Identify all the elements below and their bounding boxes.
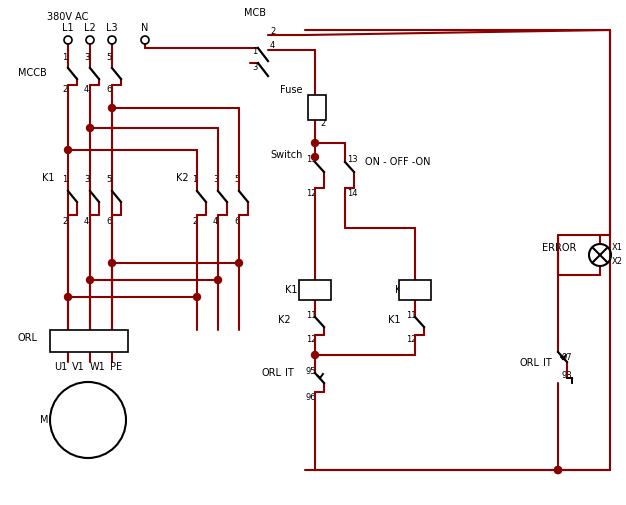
Text: K2: K2 [395, 285, 408, 295]
Text: 5: 5 [106, 176, 111, 184]
Text: 12: 12 [306, 335, 317, 344]
Text: 13: 13 [347, 156, 357, 165]
Text: 4: 4 [84, 218, 90, 227]
Circle shape [312, 154, 319, 161]
Text: K2: K2 [176, 173, 188, 183]
Text: ORL: ORL [18, 333, 38, 343]
Circle shape [86, 277, 93, 283]
Text: 4: 4 [270, 41, 275, 51]
Circle shape [108, 105, 116, 112]
Text: L3: L3 [106, 23, 118, 33]
Text: 380V AC: 380V AC [47, 12, 88, 22]
Text: W1: W1 [90, 362, 106, 372]
Text: 5: 5 [108, 330, 113, 339]
Text: 5: 5 [234, 176, 239, 184]
Circle shape [86, 125, 93, 131]
Text: 6: 6 [234, 218, 239, 227]
Text: 98: 98 [562, 371, 573, 379]
Text: K1: K1 [285, 285, 297, 295]
Text: X1: X1 [612, 243, 623, 252]
Text: L2: L2 [84, 23, 96, 33]
Text: IT: IT [543, 358, 552, 368]
Text: 3~: 3~ [80, 422, 96, 432]
Circle shape [108, 260, 116, 267]
Text: 95: 95 [306, 367, 317, 376]
Text: Switch: Switch [270, 150, 302, 160]
Text: 2: 2 [62, 218, 67, 227]
Circle shape [215, 277, 222, 283]
Text: 2: 2 [320, 119, 326, 127]
Text: 3: 3 [252, 63, 257, 72]
Text: K1: K1 [42, 173, 54, 183]
Text: A2: A2 [409, 293, 421, 302]
Text: PE: PE [110, 362, 122, 372]
Bar [399, 280, 431, 300]
Text: 1: 1 [320, 94, 326, 104]
Text: A2: A2 [309, 293, 321, 302]
Text: 11: 11 [306, 156, 317, 165]
Circle shape [235, 260, 242, 267]
Text: 2: 2 [62, 85, 67, 94]
Text: V1: V1 [72, 362, 85, 372]
Text: 11: 11 [406, 311, 416, 320]
Text: MOTOR: MOTOR [40, 415, 76, 425]
Text: 2: 2 [270, 26, 275, 35]
Bar [50, 330, 128, 352]
Text: 12: 12 [406, 335, 416, 344]
Text: 4: 4 [213, 218, 218, 227]
Text: IT: IT [285, 368, 294, 378]
Text: 4: 4 [84, 85, 90, 94]
Text: 1: 1 [192, 176, 197, 184]
Text: L1: L1 [62, 23, 74, 33]
Text: MCB: MCB [244, 8, 266, 18]
Circle shape [64, 146, 71, 154]
Circle shape [555, 467, 562, 474]
Text: X2: X2 [612, 257, 623, 266]
Circle shape [193, 293, 200, 300]
Text: 2: 2 [64, 344, 69, 354]
Text: 1: 1 [62, 176, 67, 184]
Bar [308, 95, 326, 120]
Text: 5: 5 [106, 53, 111, 62]
Text: Fuse: Fuse [280, 85, 302, 95]
Circle shape [312, 351, 319, 359]
Text: A1: A1 [309, 280, 321, 289]
Text: N: N [141, 23, 149, 33]
Text: M: M [80, 403, 96, 419]
Text: 11: 11 [306, 311, 317, 320]
Text: A1: A1 [409, 280, 421, 289]
Text: U1: U1 [54, 362, 67, 372]
Text: ORL: ORL [262, 368, 282, 378]
Text: ORL: ORL [520, 358, 540, 368]
Text: 3: 3 [84, 176, 90, 184]
Text: 1: 1 [62, 53, 67, 62]
Text: 3: 3 [84, 53, 90, 62]
Text: 14: 14 [347, 188, 357, 197]
Text: 3: 3 [86, 330, 91, 339]
Text: 3: 3 [213, 176, 218, 184]
Circle shape [50, 382, 126, 458]
Text: 6: 6 [106, 218, 111, 227]
Bar [299, 280, 331, 300]
Text: 6: 6 [108, 344, 113, 354]
Text: 96: 96 [306, 392, 317, 401]
Text: 4: 4 [86, 344, 91, 354]
Text: K2: K2 [278, 315, 290, 325]
Circle shape [64, 293, 71, 300]
Text: ON - OFF -ON: ON - OFF -ON [365, 157, 431, 167]
Text: K1: K1 [388, 315, 401, 325]
Text: MCCB: MCCB [18, 68, 47, 78]
Text: 2: 2 [192, 218, 197, 227]
Circle shape [312, 139, 319, 146]
Text: 12: 12 [306, 188, 317, 197]
Text: ERROR: ERROR [542, 243, 577, 253]
Text: 1: 1 [64, 330, 69, 339]
Text: 1: 1 [252, 47, 257, 57]
Circle shape [555, 467, 562, 474]
Text: 97: 97 [562, 354, 573, 363]
Text: 6: 6 [106, 85, 111, 94]
